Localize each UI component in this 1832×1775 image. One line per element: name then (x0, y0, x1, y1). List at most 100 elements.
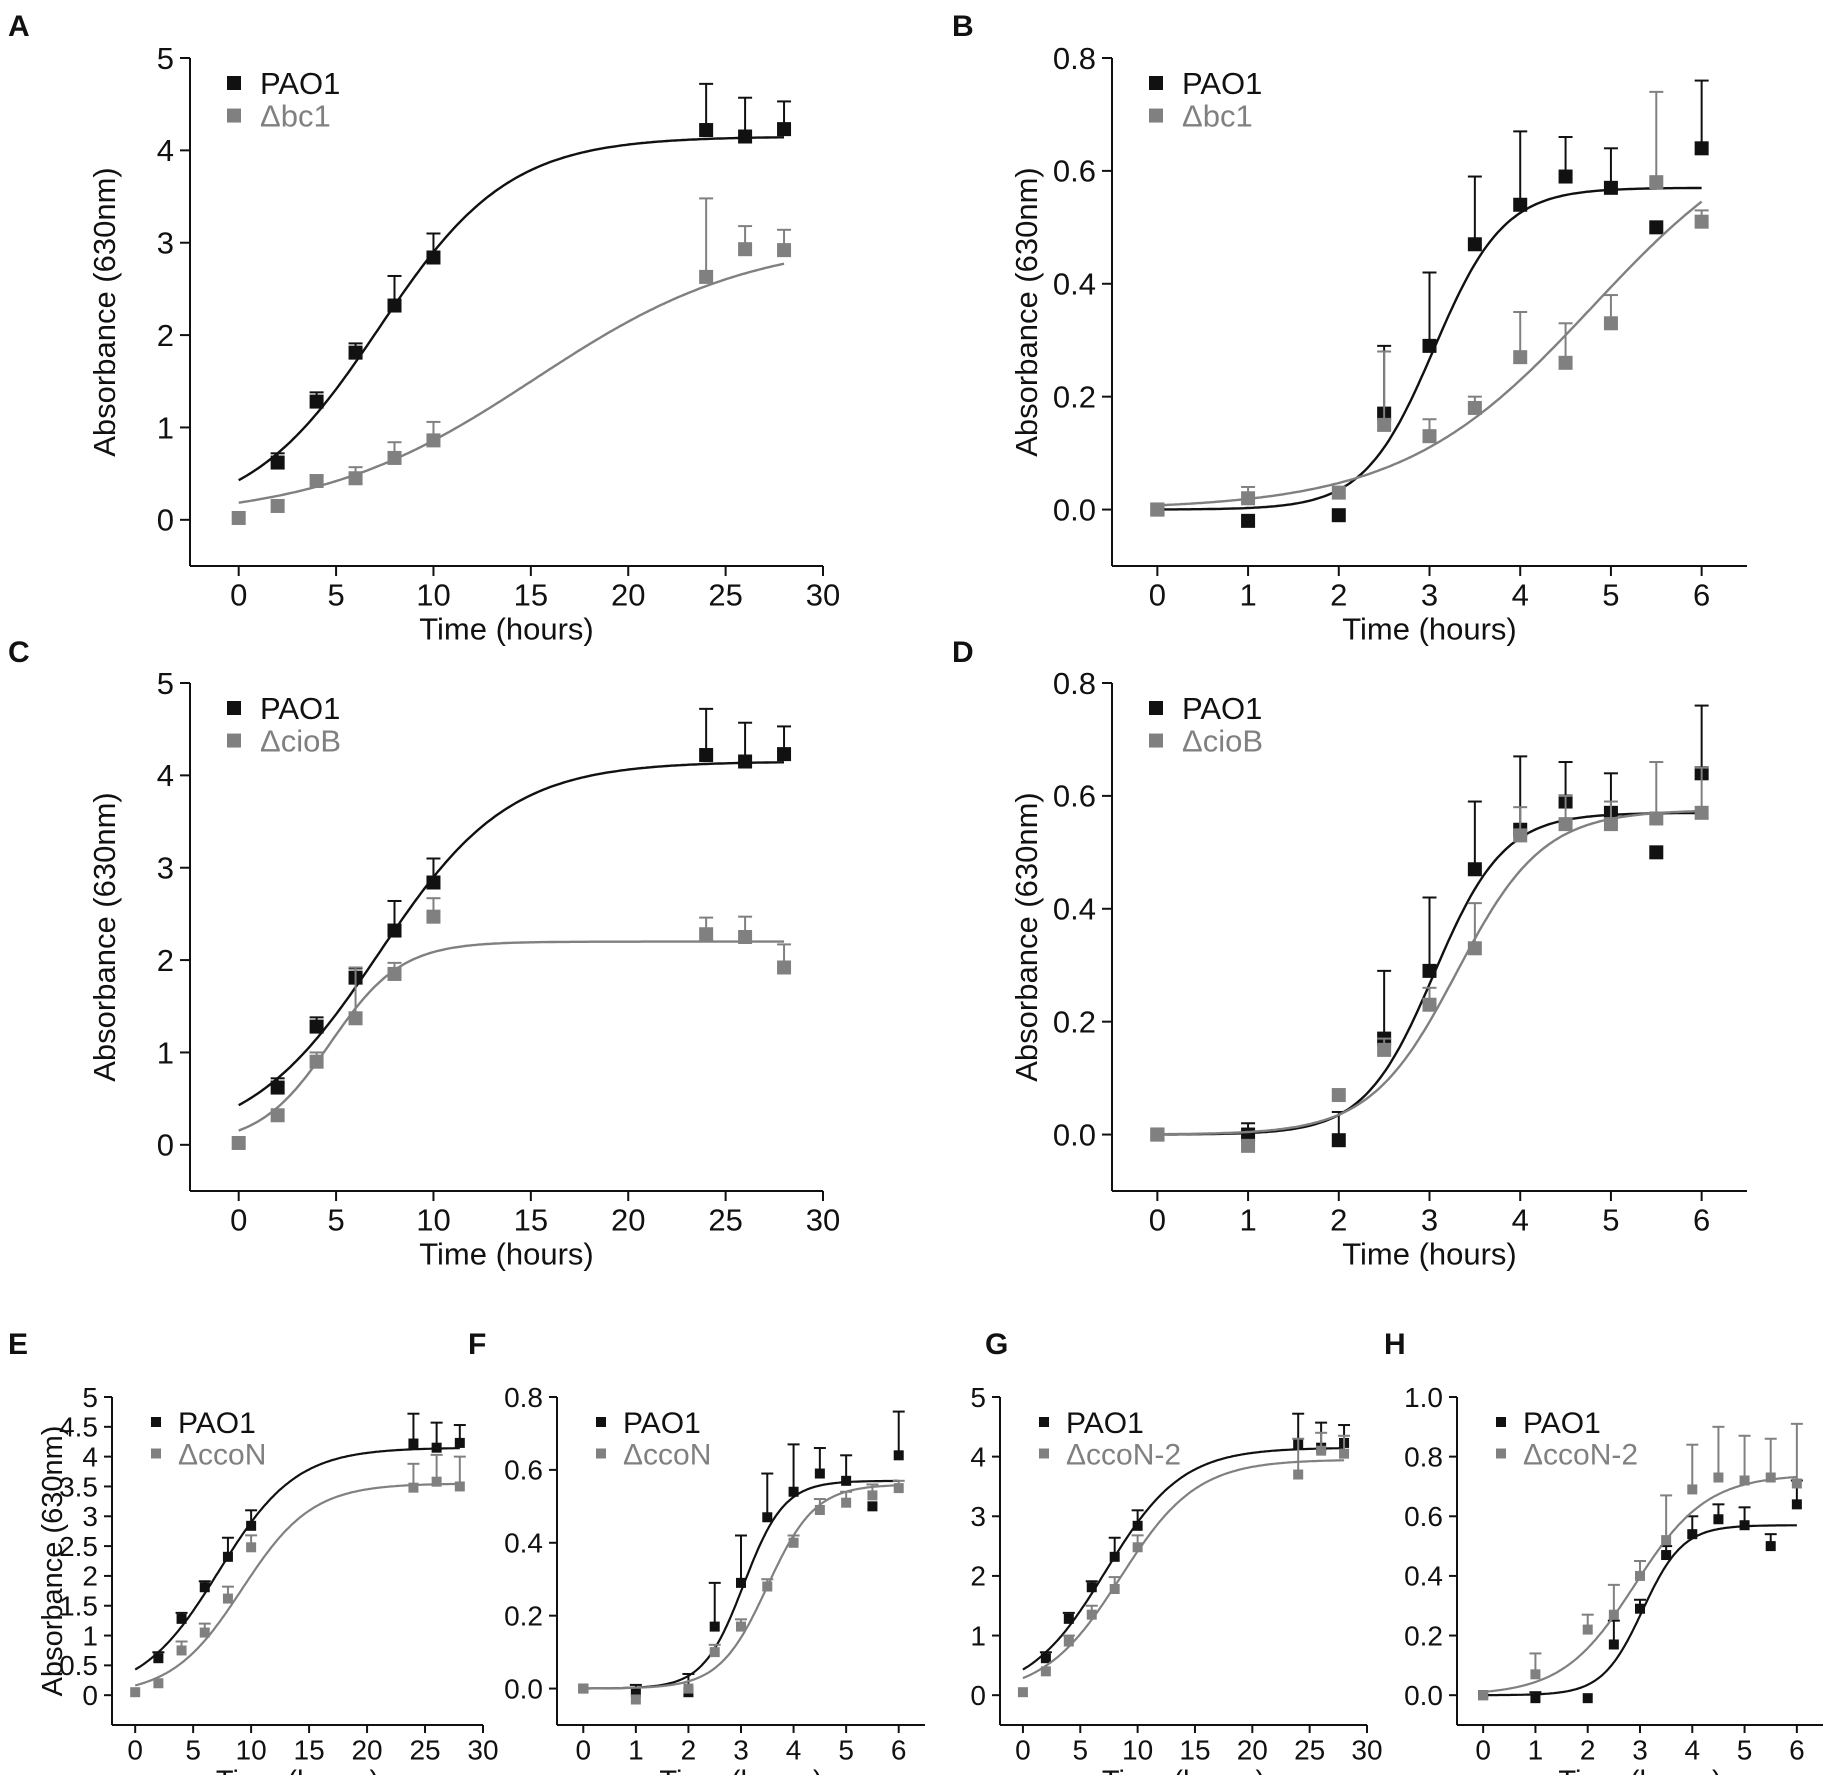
data-point (1791, 1478, 1802, 1489)
x-tick-label: 0 (1475, 1735, 1491, 1766)
data-point (1694, 141, 1709, 156)
x-tick-label: 15 (1179, 1735, 1210, 1766)
data-point (387, 450, 402, 465)
data-point (1558, 817, 1573, 832)
data-point (1040, 1653, 1051, 1664)
x-tick-label: 6 (1693, 577, 1710, 612)
data-point (1582, 1693, 1593, 1704)
x-tick-label: 1 (1239, 577, 1256, 612)
data-point (1331, 1133, 1346, 1148)
legend-label: PAO1 (260, 66, 340, 101)
y-axis-title: Absorbance (630nm) (87, 167, 122, 457)
y-tick-label: 0.0 (1053, 492, 1096, 527)
data-point (1241, 491, 1256, 506)
y-tick-label: 0.5 (59, 1650, 98, 1681)
y-tick-label: 0 (157, 503, 174, 538)
x-tick-label: 0 (575, 1735, 591, 1766)
fit-curve (238, 940, 784, 1132)
x-tick-label: 20 (351, 1735, 382, 1766)
x-tick-label: 30 (1351, 1735, 1382, 1766)
panel-letter: C (8, 636, 30, 669)
data-point (348, 1011, 363, 1026)
data-point (683, 1683, 694, 1694)
data-point (1694, 214, 1709, 229)
x-tick-label: 10 (1122, 1735, 1153, 1766)
x-axis-title: Time (hours) (1342, 1237, 1517, 1272)
y-tick-label: 0 (82, 1680, 98, 1711)
data-point (1293, 1469, 1304, 1480)
chart-panel-a: A 0 5 10 15 20 25 30 0 1 2 3 4 5 Time (hours) Absorbanc… (8, 10, 840, 647)
y-tick-label: 2.5 (59, 1531, 98, 1562)
legend-marker (227, 733, 241, 748)
y-tick-label: 0.2 (1404, 1620, 1443, 1651)
series-mutant (578, 1479, 905, 1705)
series-mutant (231, 197, 792, 525)
data-point (1582, 1624, 1593, 1635)
y-tick-label: 0.4 (504, 1528, 543, 1559)
data-point (699, 748, 714, 763)
data-point (387, 966, 402, 981)
legend-label: ΔccoN (178, 1438, 266, 1471)
y-tick-label: 1 (970, 1620, 986, 1651)
data-point (231, 1135, 246, 1150)
x-tick-label: 2 (1330, 577, 1347, 612)
y-axis-title: Absorbance (630nm) (87, 792, 122, 1082)
data-point (1040, 1666, 1051, 1677)
data-point (699, 269, 714, 284)
data-point (1241, 513, 1256, 528)
data-point (1086, 1609, 1097, 1620)
data-point (426, 433, 441, 448)
data-point (777, 243, 792, 258)
data-point (1603, 180, 1618, 195)
y-tick-label: 4.5 (59, 1412, 98, 1443)
y-axis-title: Absorbance (630nm) (37, 1426, 69, 1697)
x-tick-label: 2 (1580, 1735, 1596, 1766)
x-tick-label: 6 (1693, 1202, 1710, 1237)
data-point (408, 1482, 419, 1493)
y-tick-label: 2 (970, 1561, 986, 1592)
panel-letter: B (952, 10, 974, 43)
y-tick-label: 4 (82, 1441, 98, 1472)
data-point (1603, 316, 1618, 331)
chart-panel-g: G 0 5 10 15 20 25 30 0 1 2 3 4 5 Time (hours) PAO1ΔccoN… (970, 1328, 1382, 1775)
data-point (1422, 338, 1437, 353)
data-point (309, 1054, 324, 1069)
x-tick-label: 4 (1684, 1735, 1700, 1766)
x-tick-label: 0 (127, 1735, 143, 1766)
legend-label: PAO1 (1182, 691, 1262, 726)
y-tick-label: 3.5 (59, 1471, 98, 1502)
data-point (1467, 941, 1482, 956)
legend-label: PAO1 (1523, 1407, 1601, 1440)
x-tick-label: 30 (806, 1202, 840, 1237)
legend-label: PAO1 (178, 1407, 256, 1440)
data-point (1513, 828, 1528, 843)
panel-letter: A (8, 10, 30, 43)
x-tick-label: 10 (416, 1202, 450, 1237)
y-tick-label: 1.5 (59, 1591, 98, 1622)
data-point (1132, 1542, 1143, 1553)
legend-marker (596, 1417, 606, 1427)
y-tick-label: 3 (82, 1501, 98, 1532)
legend-label: ΔcioB (1182, 724, 1263, 759)
data-point (1713, 1514, 1724, 1525)
legend-label: ΔccoN-2 (1066, 1438, 1181, 1471)
x-tick-label: 5 (327, 1202, 344, 1237)
data-point (1649, 220, 1664, 235)
data-point (738, 129, 753, 144)
data-point (1603, 817, 1618, 832)
data-point (777, 122, 792, 137)
y-tick-label: 1 (157, 410, 174, 445)
legend-marker (151, 1417, 161, 1427)
series-mutant (1478, 1422, 1803, 1701)
data-point (1467, 400, 1482, 415)
data-point (1331, 1088, 1346, 1103)
y-tick-label: 0.2 (504, 1600, 543, 1631)
data-point (1422, 429, 1437, 444)
y-tick-label: 2 (157, 943, 174, 978)
data-point (246, 1520, 257, 1531)
fit-curve (238, 136, 784, 482)
y-tick-label: 1 (157, 1035, 174, 1070)
fit-curve (1483, 1475, 1797, 1693)
data-point (1086, 1582, 1097, 1593)
